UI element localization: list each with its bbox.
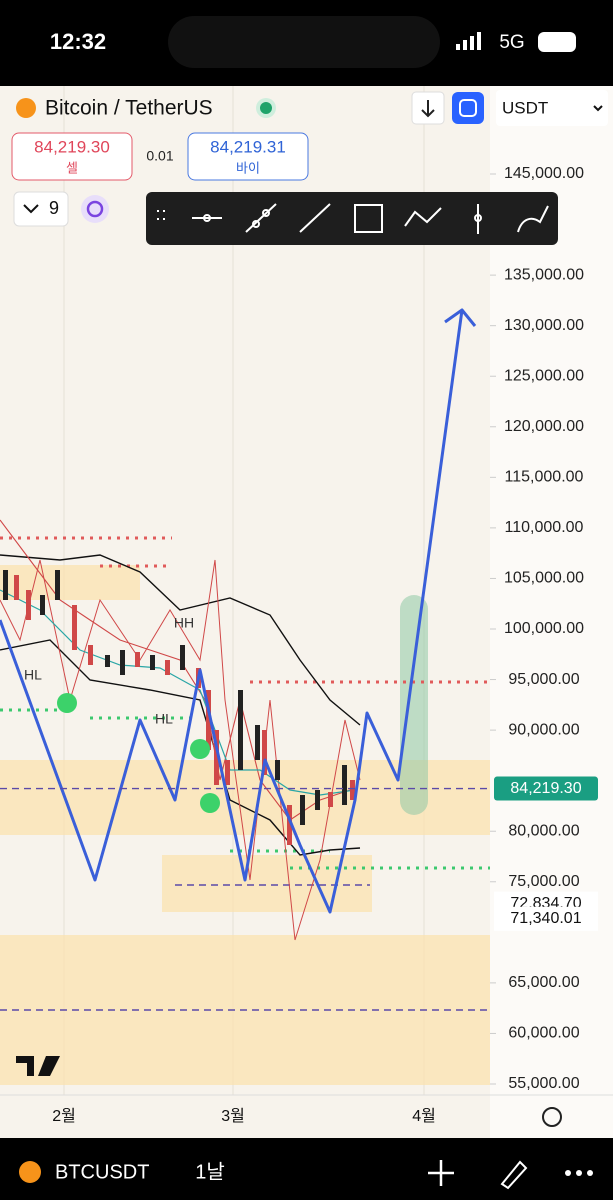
- currency-select[interactable]: [496, 90, 608, 126]
- price-axis-bg: [490, 86, 613, 1138]
- x-label: 4월: [412, 1107, 436, 1125]
- refresh-icon: [86, 200, 104, 218]
- logo: [16, 1056, 60, 1076]
- y-tick-label: 60,000.00: [508, 1025, 579, 1042]
- sell-button[interactable]: [11, 132, 133, 181]
- layout-icon: [459, 99, 477, 117]
- coin-icon: [16, 98, 36, 118]
- buy-button[interactable]: [187, 132, 309, 181]
- sell-price: 84,219.30: [34, 137, 110, 156]
- y-tick-label: 55,000.00: [508, 1075, 579, 1092]
- y-tick-label: 125,000.00: [504, 367, 584, 384]
- y-tick-label: 145,000.00: [504, 165, 584, 182]
- toolbar-icons: [157, 203, 549, 234]
- annotation: HL: [155, 711, 173, 727]
- bottom-bar: [0, 1138, 613, 1200]
- y-tick-label: 75,000.00: [508, 873, 579, 890]
- x-label: 3월: [221, 1107, 245, 1125]
- layout-button[interactable]: [452, 92, 484, 124]
- y-tick-label: 105,000.00: [504, 570, 584, 587]
- coin-icon: [19, 1161, 41, 1183]
- y-tick-label: 110,000.00: [505, 519, 584, 536]
- markers: [57, 693, 220, 813]
- annotation: HL: [24, 667, 42, 683]
- clock: 12:32: [50, 29, 106, 54]
- last-price-label: 84,219.30: [510, 780, 581, 797]
- y-tick-label: 100,000.00: [504, 620, 584, 637]
- refresh-button[interactable]: [81, 195, 109, 223]
- indicator-toggle[interactable]: [13, 191, 69, 227]
- add-button[interactable]: [428, 1160, 454, 1186]
- settings-icon[interactable]: [542, 1107, 562, 1127]
- y-tick-label: 65,000.00: [508, 974, 579, 991]
- draw-button[interactable]: [500, 1160, 528, 1190]
- y-tick-label: 130,000.00: [504, 317, 584, 334]
- indicator-count: 9: [49, 198, 59, 218]
- y-tick-label: 95,000.00: [508, 671, 579, 688]
- y-tick-label: 90,000.00: [508, 721, 579, 738]
- status-dot: [260, 102, 272, 114]
- buy-price: 84,219.31: [210, 137, 286, 156]
- signal-icon: [456, 32, 481, 50]
- more-button[interactable]: [565, 1170, 593, 1176]
- down-icon: [421, 100, 435, 118]
- annotation: HH: [174, 615, 194, 631]
- network: 5G: [499, 32, 524, 53]
- price-label: 71,340.01: [510, 910, 581, 927]
- dynamic-island: [168, 16, 440, 68]
- price-label-bg: [494, 906, 598, 931]
- y-tick-label: 80,000.00: [508, 822, 579, 839]
- battery: [538, 32, 576, 52]
- sell-label: 셀: [66, 160, 78, 175]
- symbol[interactable]: Bitcoin / TetherUS: [45, 97, 213, 120]
- chevron: [593, 105, 603, 112]
- y-tick-label: 115,000.00: [505, 469, 584, 486]
- drawing-toolbar: [146, 192, 558, 245]
- level-lines: [0, 536, 490, 870]
- x-label: 2월: [52, 1107, 76, 1125]
- chevron: [23, 204, 39, 214]
- y-tick-label: 135,000.00: [504, 266, 584, 283]
- ticker[interactable]: BTCUSDT: [55, 1161, 149, 1183]
- spread: 0.01: [146, 148, 173, 164]
- y-tick-label: 120,000.00: [504, 418, 584, 435]
- projection: [0, 308, 477, 914]
- last-price-tag: [494, 776, 598, 801]
- interval[interactable]: 1날: [195, 1160, 225, 1183]
- buy-label: 바이: [236, 160, 260, 175]
- currency: USDT: [502, 98, 548, 117]
